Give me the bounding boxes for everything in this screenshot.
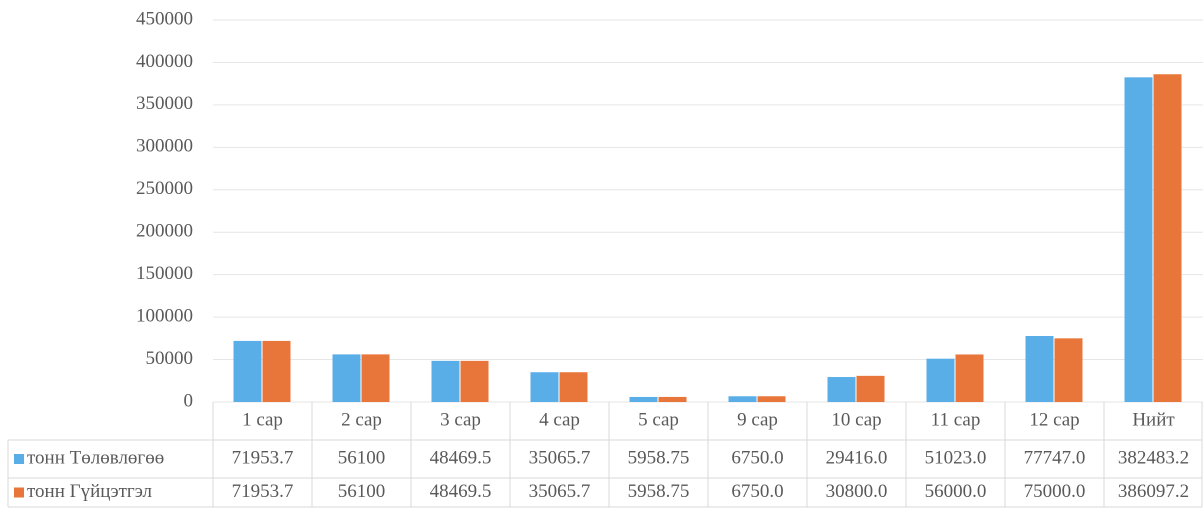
legend-label: тонн Гүйцэтгэл bbox=[27, 481, 153, 502]
table-value: 56100 bbox=[338, 481, 386, 502]
table-value: 77747.0 bbox=[1024, 447, 1086, 468]
legend-marker bbox=[14, 454, 24, 464]
table-value: 382483.2 bbox=[1118, 447, 1189, 468]
bar bbox=[1124, 77, 1153, 402]
bar bbox=[728, 396, 757, 402]
bar bbox=[559, 372, 588, 402]
table-value: 56000.0 bbox=[925, 481, 987, 502]
y-tick-label: 150000 bbox=[136, 263, 193, 284]
y-tick-label: 50000 bbox=[146, 348, 194, 369]
y-tick-label: 350000 bbox=[136, 93, 193, 114]
x-tick-label: 9 сар bbox=[737, 409, 778, 430]
table-value: 48469.5 bbox=[430, 447, 492, 468]
bar bbox=[827, 377, 856, 402]
x-tick-label: 10 сар bbox=[831, 409, 881, 430]
bar bbox=[431, 360, 460, 402]
bar bbox=[332, 354, 361, 402]
bar bbox=[1025, 336, 1054, 402]
bar bbox=[757, 396, 786, 402]
table-value: 75000.0 bbox=[1024, 481, 1086, 502]
table-value: 35065.7 bbox=[529, 481, 591, 502]
table-value: 6750.0 bbox=[731, 447, 783, 468]
y-tick-label: 450000 bbox=[136, 8, 193, 29]
table-value: 51023.0 bbox=[925, 447, 987, 468]
bar bbox=[658, 396, 687, 402]
y-tick-label: 0 bbox=[184, 390, 194, 411]
bar bbox=[856, 375, 885, 402]
x-tick-label: 2 сар bbox=[341, 409, 382, 430]
legend-marker bbox=[14, 487, 24, 498]
y-tick-label: 250000 bbox=[136, 178, 193, 199]
bar bbox=[955, 354, 984, 402]
bar bbox=[629, 396, 658, 402]
y-tick-label: 200000 bbox=[136, 221, 193, 242]
table-value: 35065.7 bbox=[529, 447, 591, 468]
bar bbox=[1054, 338, 1083, 402]
table-value: 386097.2 bbox=[1118, 481, 1189, 502]
y-tick-label: 300000 bbox=[136, 136, 193, 157]
table-value: 6750.0 bbox=[731, 481, 783, 502]
table-value: 71953.7 bbox=[232, 447, 294, 468]
bar bbox=[1153, 74, 1182, 403]
x-tick-label: 11 сар bbox=[931, 409, 981, 430]
legend-label: тонн Төлөвлөгөө bbox=[27, 447, 164, 468]
table-value: 29416.0 bbox=[826, 447, 888, 468]
bar bbox=[361, 354, 390, 402]
x-tick-label: Нийт bbox=[1132, 409, 1175, 430]
y-tick-label: 100000 bbox=[136, 305, 193, 326]
x-tick-label: 12 сар bbox=[1029, 409, 1079, 430]
bar bbox=[233, 340, 262, 402]
x-tick-label: 3 сар bbox=[440, 409, 481, 430]
table-value: 56100 bbox=[338, 447, 386, 468]
y-tick-label: 400000 bbox=[136, 51, 193, 72]
table-value: 71953.7 bbox=[232, 481, 294, 502]
table-value: 48469.5 bbox=[430, 481, 492, 502]
bar bbox=[926, 358, 955, 402]
x-tick-label: 5 сар bbox=[638, 409, 679, 430]
x-tick-label: 4 сар bbox=[539, 409, 580, 430]
bar bbox=[460, 360, 489, 402]
bar bbox=[262, 340, 291, 402]
x-tick-label: 1 сар bbox=[242, 409, 283, 430]
table-value: 5958.75 bbox=[628, 481, 690, 502]
table-value: 5958.75 bbox=[628, 447, 690, 468]
table-value: 30800.0 bbox=[826, 481, 888, 502]
bar bbox=[530, 372, 559, 402]
